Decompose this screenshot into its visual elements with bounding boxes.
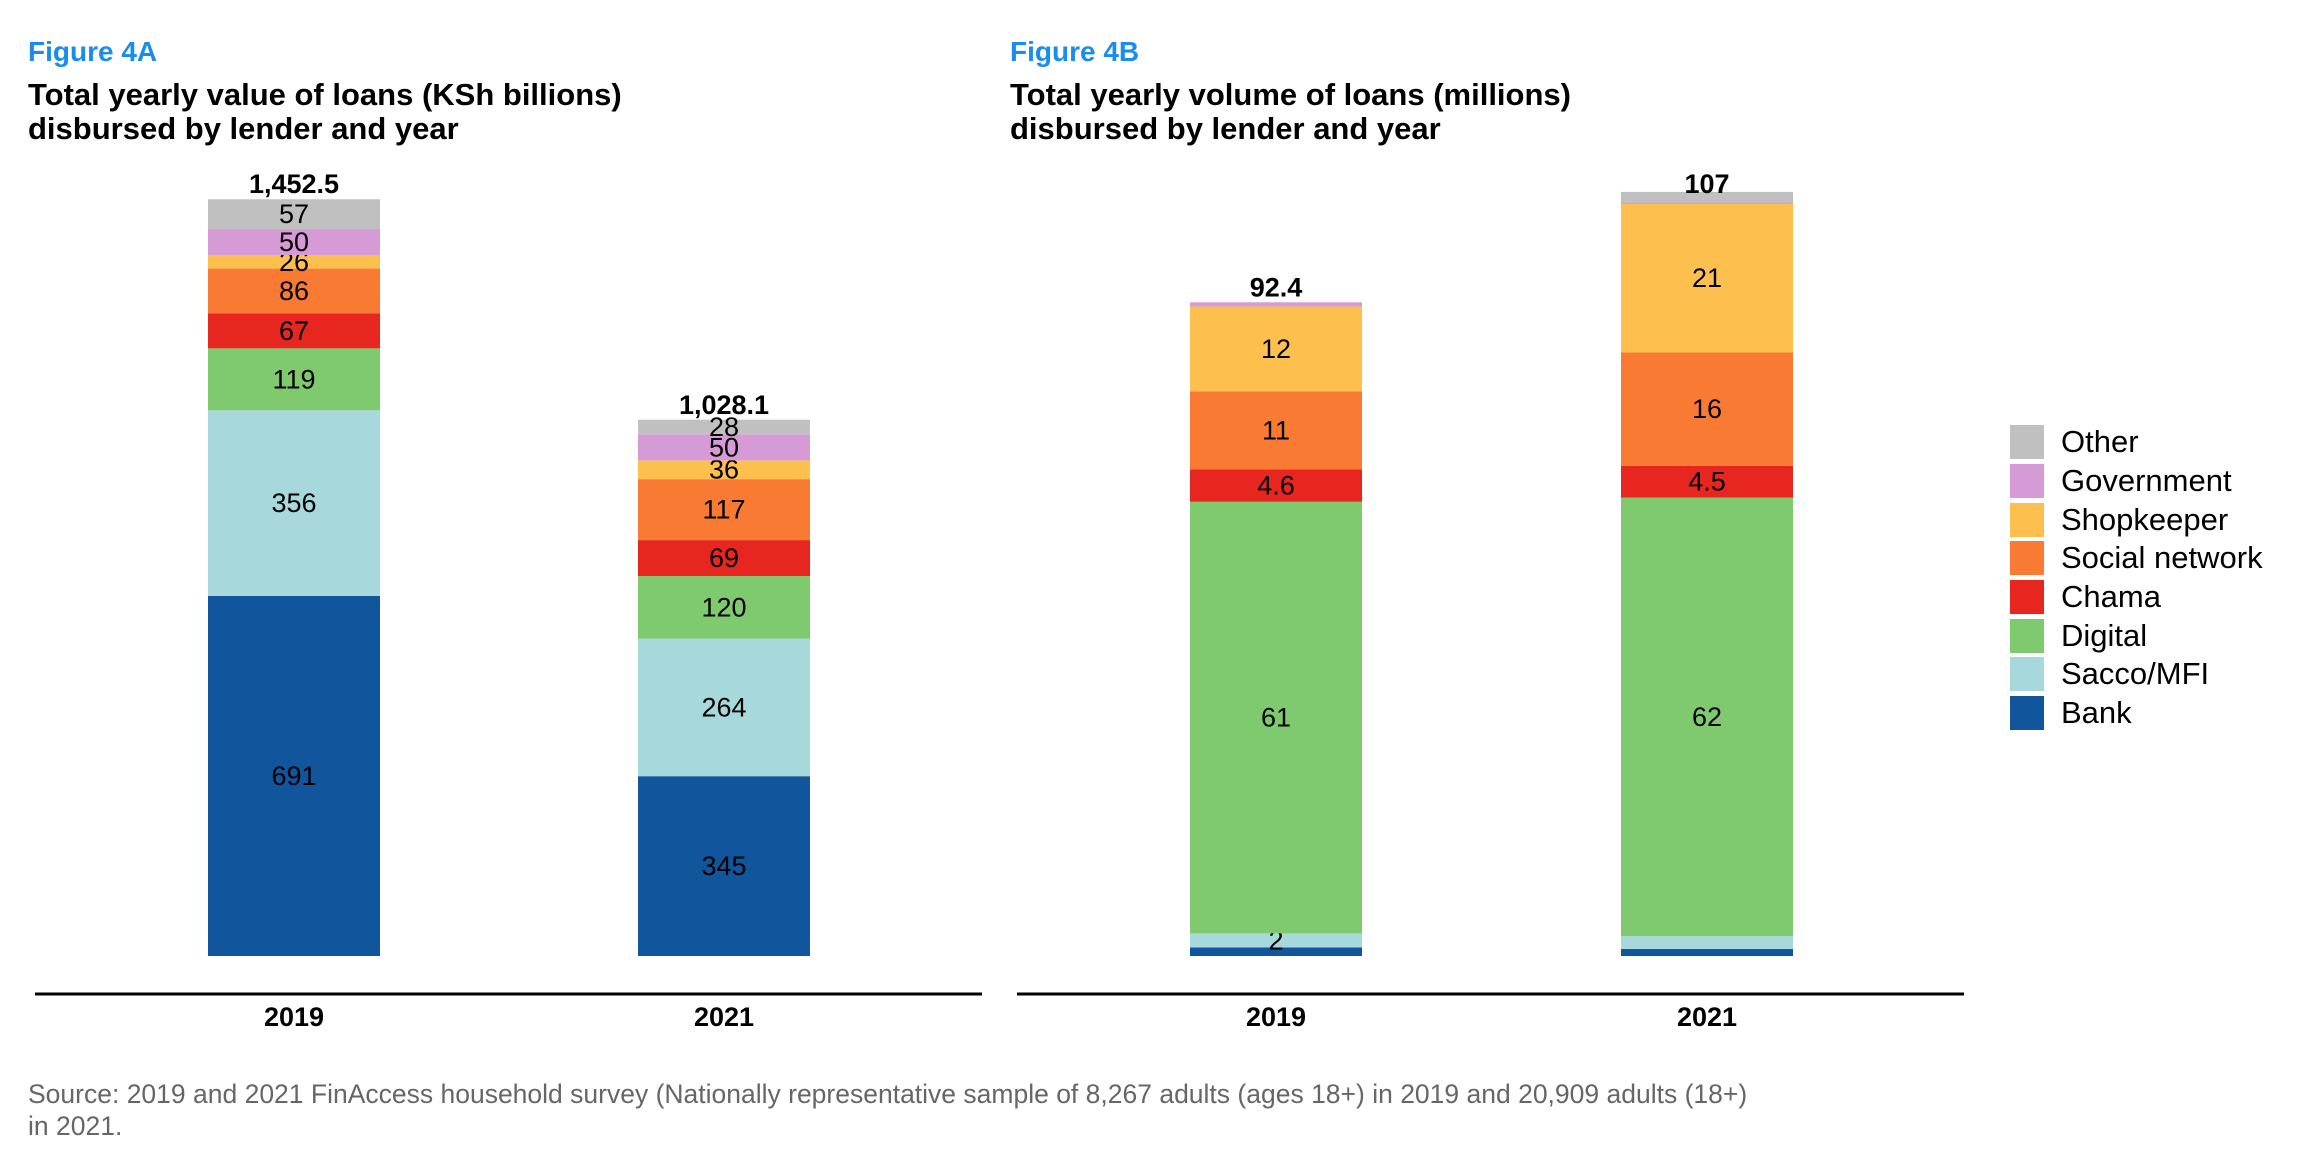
fig4b-total-label-2019: 92.4 (1250, 272, 1303, 302)
legend-label-sacco-mfi: Sacco/MFI (2061, 656, 2210, 692)
fig4b-value-label-2019-social-network: 11 (1262, 415, 1290, 445)
fig4b-bar-2021-bank (1621, 948, 1793, 956)
figure-4a-label: Figure 4A (28, 36, 158, 67)
fig4a-value-label-2021-digital: 120 (701, 592, 746, 622)
legend-item-digital: Digital (2010, 616, 2263, 655)
fig4b-value-label-2021-chama: 4.5 (1688, 467, 1726, 497)
legend-swatch-digital (2010, 618, 2044, 653)
fig4a-bar-2021-social-network (638, 479, 810, 541)
fig4b-bar-2019-bank (1190, 947, 1362, 956)
legend-label-social-network: Social network (2061, 540, 2263, 576)
fig4a-bar-2019-chama (208, 313, 380, 349)
chart-legend: Other Government Shopkeeper Social network C… (2010, 423, 2263, 733)
legend-label-shopkeeper: Shopkeeper (2061, 501, 2229, 537)
fig4a-x-tick-2021: 2021 (694, 1002, 754, 1032)
legend-label-government: Government (2061, 463, 2232, 499)
legend-item-bank: Bank (2010, 694, 2263, 733)
fig4b-bar-2021-digital (1621, 497, 1793, 937)
legend-swatch-government (2010, 464, 2044, 499)
fig4a-bar-2021-digital (638, 576, 810, 639)
fig4a-value-label-2019-other: 57 (279, 199, 309, 229)
fig4a-value-label-2019-digital: 119 (272, 364, 315, 394)
fig4a-value-label-2019-social-network: 86 (279, 276, 309, 306)
legend-swatch-bank (2010, 696, 2044, 731)
fig4b-bar-2021-other (1621, 191, 1793, 203)
fig4a-x-tick-2019: 2019 (264, 1002, 324, 1032)
fig4a-bar-2019-social-network (208, 268, 380, 314)
fig4a-bar-2019-government (208, 228, 380, 256)
legend-item-sacco-mfi: Sacco/MFI (2010, 655, 2263, 694)
fig4b-value-label-2019-shopkeeper: 12 (1261, 334, 1291, 364)
fig4b-value-label-2021-digital: 62 (1692, 702, 1722, 732)
fig4b-x-tick-2019: 2019 (1246, 1002, 1306, 1032)
fig4b-bar-2021-government (1621, 202, 1793, 204)
source-note: Source: 2019 and 2021 FinAccess househol… (28, 1079, 1748, 1141)
fig4a-bar-2021-sacco-mfi (638, 638, 810, 777)
fig4a-bar-2019-digital (208, 348, 380, 411)
fig4b-total-label-2021: 107 (1684, 169, 1729, 199)
legend-swatch-sacco-mfi (2010, 657, 2044, 692)
fig4b-bar-2021-social-network (1621, 352, 1793, 466)
fig4b-x-tick-2021: 2021 (1677, 1002, 1737, 1032)
fig4a-bar-2021-shopkeeper (638, 460, 810, 480)
legend-item-chama: Chama (2010, 578, 2263, 617)
fig4b-value-label-2019-digital: 61 (1261, 703, 1291, 733)
legend-label-other: Other (2061, 424, 2139, 460)
fig4b-bar-2019-social-network (1190, 391, 1362, 470)
fig4b-bar-2019-chama (1190, 469, 1362, 502)
fig4a-value-label-2021-sacco-mfi: 264 (701, 692, 746, 722)
fig4a-value-label-2021-other: 28 (709, 412, 739, 442)
figure-4b-title: Total yearly volume of loans (millions) … (1010, 77, 1571, 146)
fig4a-value-label-2019-bank: 691 (271, 761, 316, 791)
fig4a-value-label-2021-social-network: 117 (702, 495, 745, 525)
fig4a-value-label-2021-government: 50 (709, 432, 739, 462)
fig4a-bar-2021-bank (638, 776, 810, 956)
fig4a-bar-2019-bank (208, 595, 380, 956)
legend-item-government: Government (2010, 462, 2263, 501)
fig4a-bar-2019-shopkeeper (208, 255, 380, 269)
legend-swatch-shopkeeper (2010, 502, 2044, 537)
fig4b-bar-2021-chama (1621, 465, 1793, 498)
fig4a-bar-2021-other (638, 419, 810, 435)
fig4b-bar-2021-sacco-mfi (1621, 936, 1793, 949)
fig4a-value-label-2019-government: 50 (279, 227, 309, 257)
fig4a-bar-2019-sacco-mfi (208, 410, 380, 596)
fig4b-value-label-2021-social-network: 16 (1692, 394, 1722, 424)
legend-item-social-network: Social network (2010, 539, 2263, 578)
legend-item-shopkeeper: Shopkeeper (2010, 500, 2263, 539)
figure-4a-title: Total yearly value of loans (KSh billion… (28, 77, 622, 146)
legend-swatch-social-network (2010, 541, 2044, 576)
fig4a-bar-2019-other (208, 199, 380, 229)
legend-label-digital: Digital (2061, 617, 2148, 653)
figure-4b-label: Figure 4B (1010, 36, 1140, 67)
fig4b-value-label-2019-chama: 4.6 (1257, 471, 1295, 501)
legend-item-other: Other (2010, 423, 2263, 462)
legend-swatch-other (2010, 425, 2044, 460)
fig4b-bar-2019-sacco-mfi (1190, 933, 1362, 948)
fig4a-total-label-2021: 1,028.1 (679, 390, 769, 420)
fig4a-value-label-2019-chama: 67 (279, 316, 309, 346)
legend-swatch-chama (2010, 580, 2044, 615)
fig4a-value-label-2021-chama: 69 (709, 543, 739, 573)
fig4a-value-label-2021-bank: 345 (701, 851, 746, 881)
legend-label-chama: Chama (2061, 579, 2161, 615)
fig4a-bar-2021-chama (638, 540, 810, 577)
fig4b-bar-2021-shopkeeper (1621, 203, 1793, 353)
legend-label-bank: Bank (2061, 695, 2132, 731)
fig4b-value-label-2021-shopkeeper: 21 (1692, 263, 1722, 293)
fig4a-value-label-2019-sacco-mfi: 356 (271, 488, 316, 518)
fig4b-bar-2019-digital (1190, 501, 1362, 934)
fig4b-bar-2019-government (1190, 302, 1362, 307)
fig4a-total-label-2019: 1,452.5 (249, 169, 339, 199)
fig4b-bar-2019-shopkeeper (1190, 306, 1362, 392)
fig4a-bar-2021-government (638, 434, 810, 461)
